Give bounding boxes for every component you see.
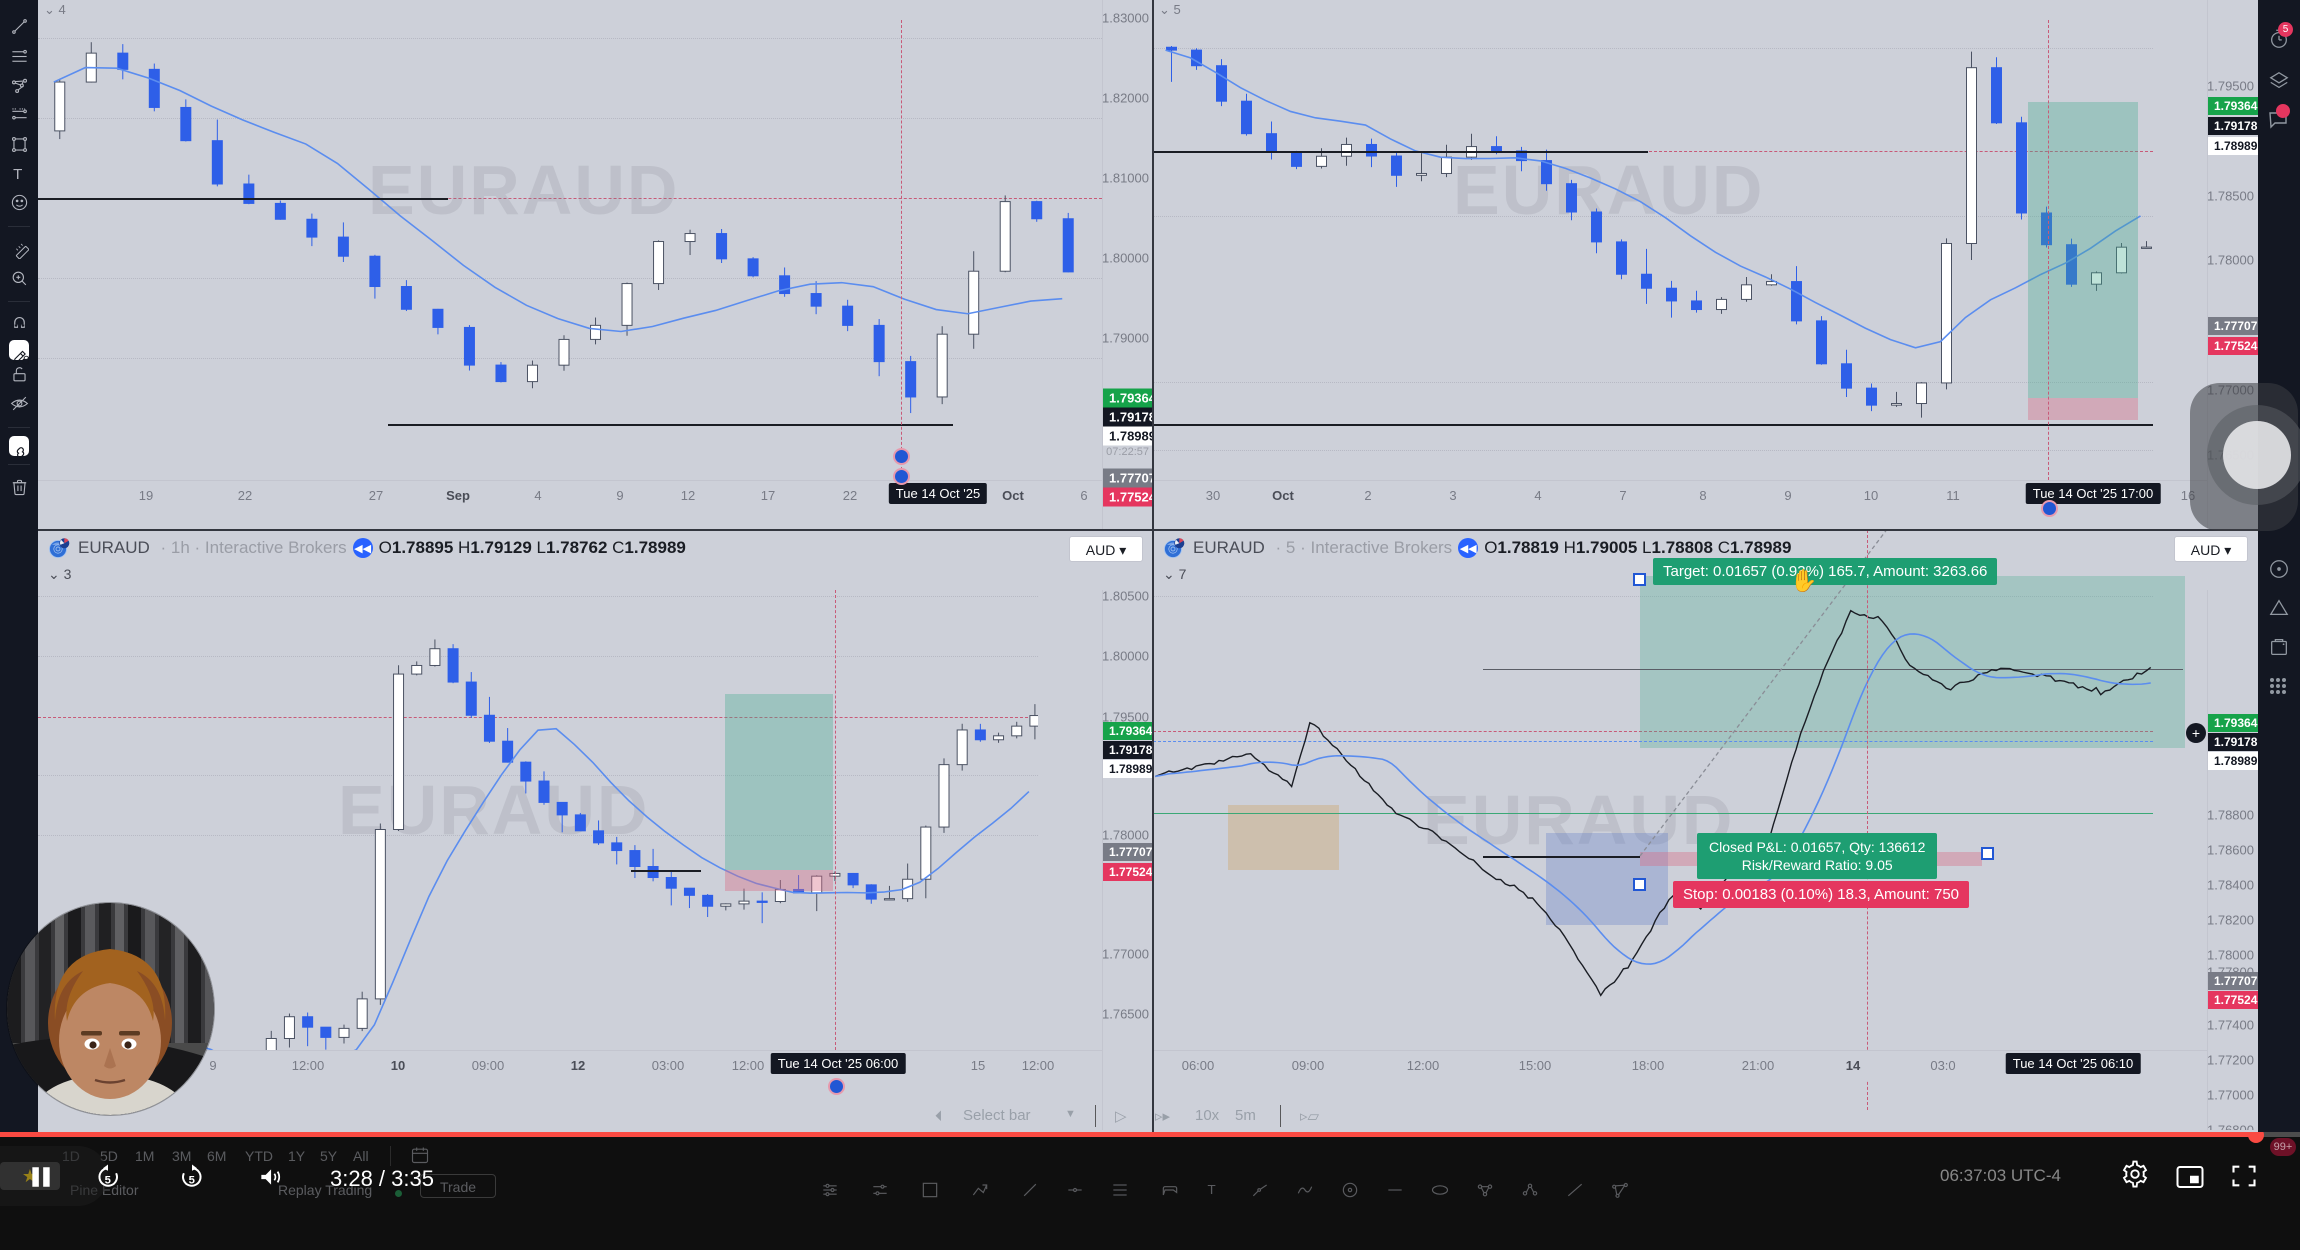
svg-text:5: 5 <box>189 1174 195 1186</box>
svg-text:5: 5 <box>105 1174 111 1186</box>
svg-text:T: T <box>13 166 22 183</box>
